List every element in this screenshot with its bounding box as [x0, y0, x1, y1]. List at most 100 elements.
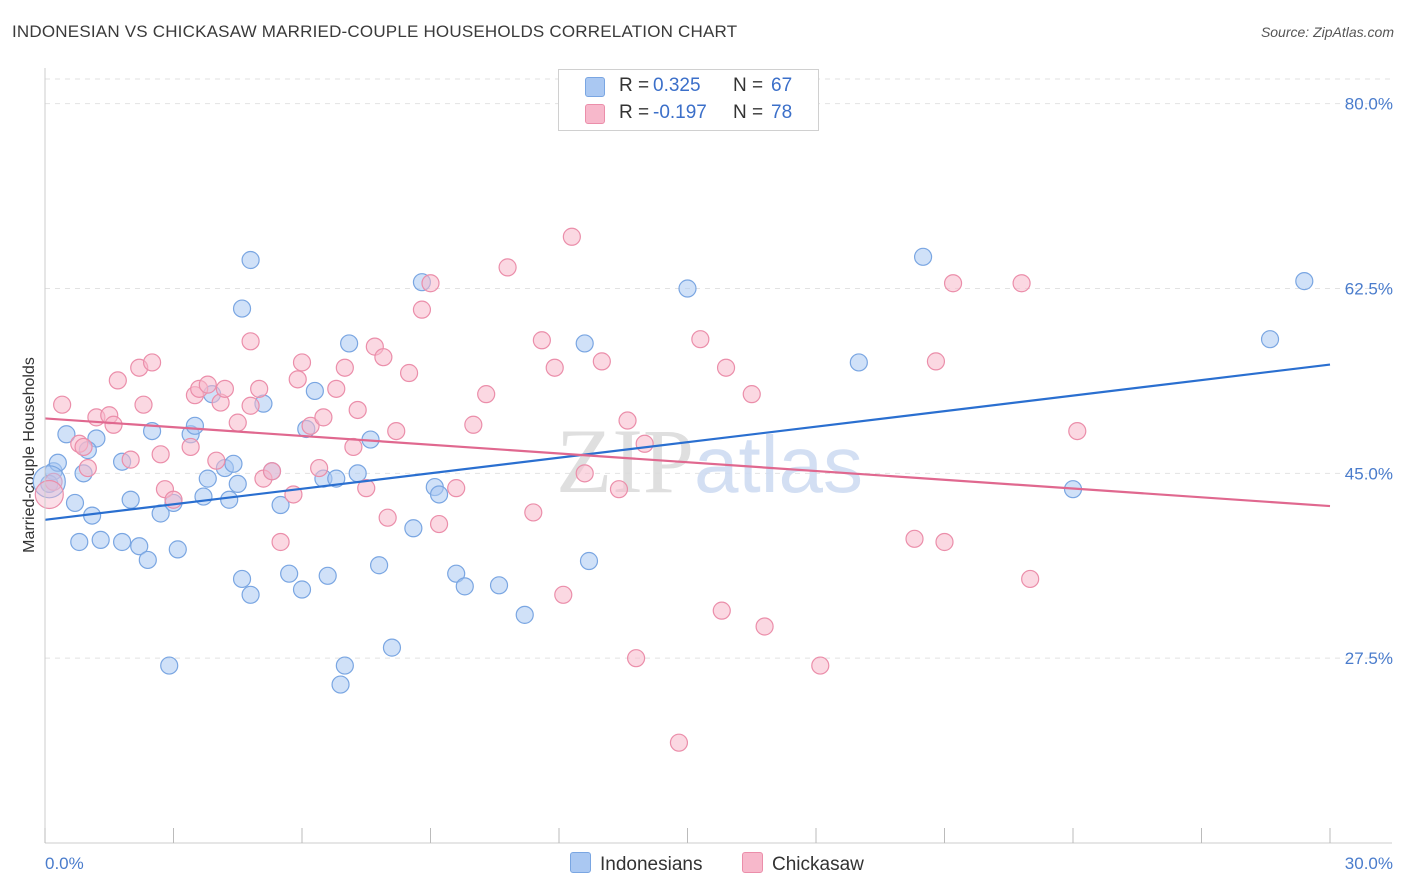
chickasaw-point: [498, 258, 517, 277]
chickasaw-point: [447, 479, 466, 498]
chickasaw-point: [250, 379, 269, 398]
chickasaw-point: [477, 385, 496, 404]
legend-swatch-pink: [585, 104, 605, 124]
chickasaw-point: [626, 649, 646, 668]
y-tick-label: 80.0%: [1345, 95, 1393, 114]
chickasaw-point: [335, 358, 354, 377]
chickasaw-point: [74, 437, 93, 457]
chickasaw-point: [926, 352, 946, 371]
chickasaw-point: [742, 385, 761, 404]
legend-item-chickasaw: Chickasaw: [742, 852, 864, 876]
indonesian-point: [318, 566, 337, 585]
indonesian-point: [224, 454, 243, 473]
indonesian-point: [220, 490, 239, 509]
indonesian-point: [130, 537, 149, 556]
chickasaw-point: [198, 375, 217, 394]
indonesian-point: [185, 416, 205, 435]
chickasaw-point: [532, 331, 551, 350]
indonesian-point: [65, 493, 85, 513]
axis-layer: 27.5% 45.0% 62.5% 80.0% 0.0% 30.0%: [44, 68, 1393, 873]
chickasaw-point: [271, 532, 290, 552]
indonesian-point: [112, 532, 132, 552]
chickasaw-point: [314, 408, 333, 427]
chickasaw-point: [562, 227, 581, 246]
watermark: ZIPatlas: [556, 410, 863, 512]
chickasaw-point: [935, 532, 954, 552]
indonesian-point: [138, 550, 157, 570]
indonesian-point: [271, 495, 290, 515]
chickasaw-point: [215, 379, 234, 398]
indonesian-point: [340, 334, 359, 353]
indonesian-point: [331, 675, 350, 694]
chickasaw-point: [108, 371, 127, 390]
chickasaw-point: [228, 413, 247, 432]
indonesian-point: [327, 469, 346, 488]
chickasaw-point: [78, 458, 97, 478]
indonesian-point: [348, 464, 367, 483]
indonesian-point: [168, 540, 187, 559]
chickasaw-point: [592, 352, 611, 371]
legend-swatch-blue: [585, 77, 605, 97]
indonesian-point: [515, 605, 534, 624]
correlation-legend: R = 0.325 N = 67 R = -0.197 N = 78: [558, 69, 819, 131]
x-tick-label: 0.0%: [45, 854, 84, 873]
indonesian-point: [382, 638, 402, 657]
indonesian-point: [241, 585, 260, 604]
indonesian-point: [404, 519, 423, 538]
legend-n-value: 67: [771, 75, 793, 96]
chickasaw-point: [53, 395, 72, 414]
indonesian-point: [232, 569, 252, 589]
indonesian-point: [160, 656, 179, 675]
indonesian-point: [48, 453, 67, 472]
chickasaw-point: [387, 421, 406, 441]
indonesian-point: [32, 465, 66, 499]
chickasaw-point: [1012, 274, 1031, 293]
chickasaw-point: [151, 445, 170, 464]
chickasaw-point: [1021, 569, 1040, 589]
chickasaw-point: [181, 437, 200, 457]
y-tick-label: 27.5%: [1345, 649, 1393, 668]
legend-swatch-pink: [742, 852, 763, 873]
legend-item-indonesians: Indonesians: [570, 852, 702, 876]
legend-label: Indonesians: [600, 854, 703, 875]
chickasaw-point: [378, 508, 397, 527]
chickasaw-point: [755, 617, 774, 636]
indonesian-point: [913, 247, 933, 266]
indonesian-point: [849, 353, 868, 372]
chickasaw-point: [716, 358, 736, 377]
indonesian-point: [489, 576, 509, 595]
indonesian-point: [57, 425, 76, 444]
chickasaw-point: [618, 411, 637, 430]
chickasaw-point: [241, 396, 260, 415]
chickasaw-point: [412, 300, 432, 319]
chickasaw-point: [357, 479, 376, 498]
chickasaw-point: [669, 733, 689, 752]
x-tick-label: 30.0%: [1345, 854, 1393, 873]
indonesian-point: [305, 381, 324, 401]
chickasaw-point: [374, 348, 393, 367]
indonesian-point: [70, 532, 89, 552]
chickasaw-point: [609, 480, 629, 499]
indonesian-point: [678, 279, 697, 298]
legend-n-label: N =: [733, 102, 764, 123]
indonesian-point: [1295, 272, 1314, 291]
indonesian-point: [1260, 330, 1280, 349]
indonesian-point: [280, 564, 299, 583]
chickasaw-point: [348, 400, 367, 420]
chickasaw-point: [292, 353, 312, 372]
indonesian-point: [194, 487, 213, 506]
chickasaw-point: [121, 450, 140, 469]
chickasaw-trend-line: [44, 417, 1331, 508]
indonesian-point: [575, 334, 594, 353]
chickasaw-point: [241, 332, 260, 351]
indonesian-point: [335, 656, 354, 675]
legend-label: Chickasaw: [772, 854, 864, 875]
chickasaw-point: [464, 415, 483, 434]
chickasaw-point: [207, 451, 226, 470]
chickasaw-point: [310, 458, 329, 478]
indonesian-point: [429, 485, 449, 504]
indonesian-trend-line: [44, 363, 1331, 521]
chickasaw-point: [712, 601, 731, 620]
y-tick-label: 45.0%: [1345, 464, 1393, 483]
